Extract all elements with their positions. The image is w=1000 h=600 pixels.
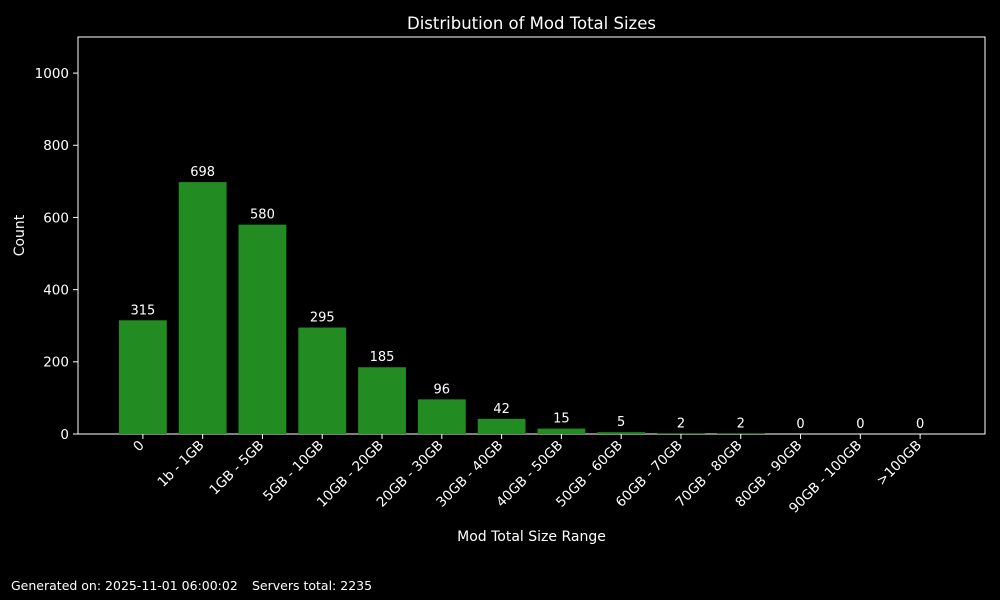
bar-value-label: 96 bbox=[434, 382, 451, 397]
bar-value-label: 15 bbox=[553, 412, 570, 427]
y-tick-label: 0 bbox=[60, 427, 69, 443]
footer-generated-timestamp: Generated on: 2025-11-01 06:00:02 bbox=[11, 578, 238, 593]
bar-8 bbox=[597, 432, 646, 434]
y-tick-label: 200 bbox=[43, 355, 69, 371]
value-labels-group: 315 698 580 295 185 96 42 15 5 2 2 0 0 0 bbox=[130, 165, 924, 432]
bar-value-label: 315 bbox=[130, 303, 155, 318]
bars-group bbox=[118, 182, 765, 434]
y-axis-ticks-group: 0 200 400 600 800 1000 bbox=[35, 66, 78, 443]
footer-servers-total: Servers total: 2235 bbox=[252, 578, 372, 593]
bar-value-label: 0 bbox=[856, 417, 864, 432]
x-tick-label: 1GB - 5GB bbox=[206, 438, 267, 499]
x-tick-label: 1b - 1GB bbox=[154, 438, 207, 491]
bar-value-label: 0 bbox=[796, 417, 804, 432]
bar-9 bbox=[657, 433, 705, 434]
bar-4 bbox=[358, 367, 406, 434]
bar-value-label: 0 bbox=[916, 417, 924, 432]
bar-value-label: 5 bbox=[617, 415, 625, 430]
bar-10 bbox=[716, 433, 765, 434]
y-tick-label: 400 bbox=[43, 282, 69, 298]
chart-title: Distribution of Mod Total Sizes bbox=[407, 14, 656, 33]
x-axis-label: Mod Total Size Range bbox=[457, 529, 606, 545]
bar-value-label: 2 bbox=[737, 416, 745, 431]
bar-0 bbox=[118, 320, 167, 434]
y-tick-label: 600 bbox=[43, 210, 69, 226]
bar-7 bbox=[537, 428, 586, 434]
x-tick-label: 5GB - 10GB bbox=[260, 438, 327, 505]
x-tick-label: >100GB bbox=[873, 438, 924, 489]
bar-value-label: 698 bbox=[190, 165, 215, 180]
bar-3 bbox=[298, 327, 347, 434]
y-tick-label: 800 bbox=[43, 138, 69, 154]
y-axis-label: Count bbox=[12, 214, 28, 256]
bar-5 bbox=[417, 399, 466, 434]
bar-value-label: 42 bbox=[493, 402, 510, 417]
bar-value-label: 185 bbox=[370, 350, 395, 365]
bar-2 bbox=[238, 224, 287, 434]
bar-1 bbox=[178, 182, 227, 434]
bar-6 bbox=[477, 418, 526, 434]
bar-value-label: 295 bbox=[310, 311, 335, 326]
bar-value-label: 580 bbox=[250, 208, 275, 223]
plot-area-border bbox=[77, 36, 986, 435]
bar-value-label: 2 bbox=[677, 416, 685, 431]
y-tick-label: 1000 bbox=[35, 66, 69, 82]
x-tick-label: 0 bbox=[130, 438, 147, 455]
